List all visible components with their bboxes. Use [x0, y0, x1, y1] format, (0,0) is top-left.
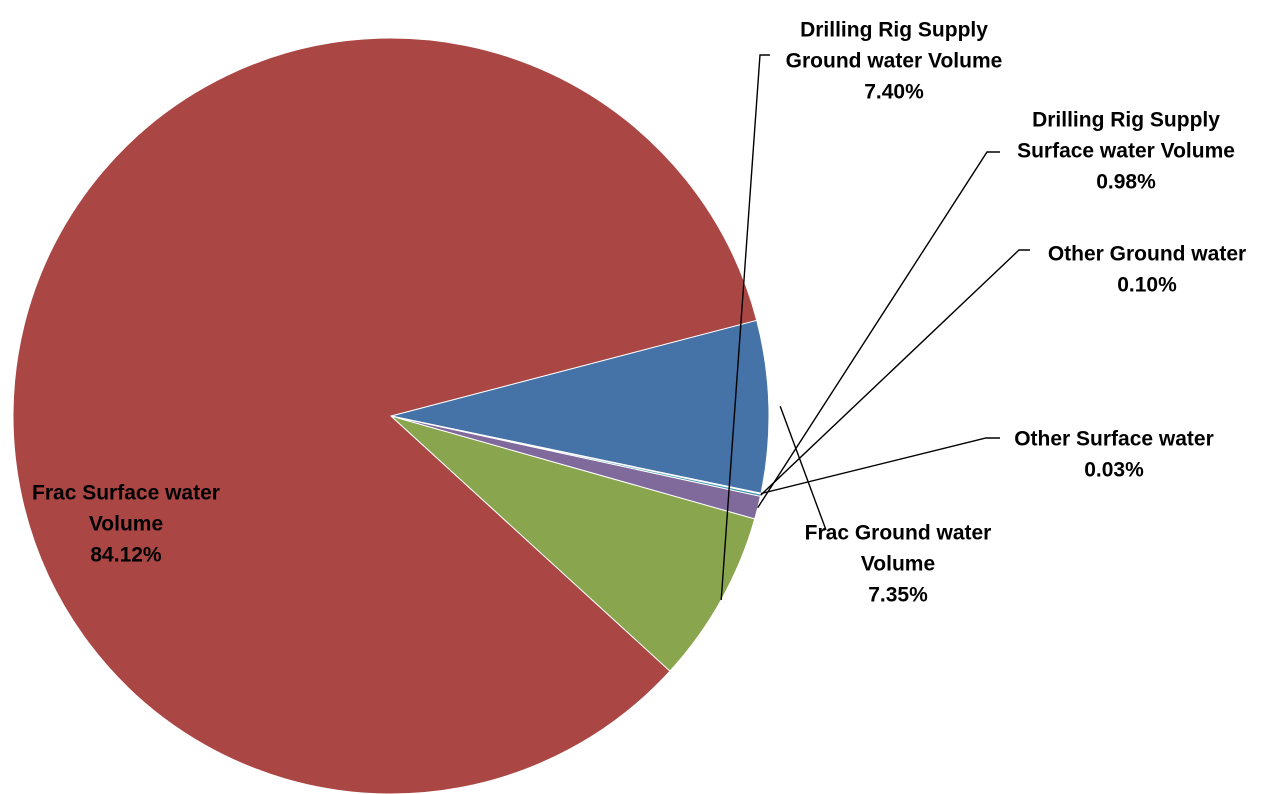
slice-value-label: 7.40%	[864, 80, 924, 103]
slice-category-label: Frac Ground water	[805, 521, 992, 544]
leader-line	[760, 249, 1030, 496]
slice-labels: Frac Ground water Volume 7.35% Frac Surface…	[32, 18, 1246, 606]
slice-category-label: Surface water Volume	[1017, 139, 1235, 162]
pie-slices	[12, 37, 770, 794]
pie-slice	[390, 415, 756, 672]
leader-line	[720, 54, 770, 600]
leader-line	[760, 437, 1000, 495]
slice-category-label: Drilling Rig Supply	[1032, 108, 1220, 131]
slice-value-label: 0.10%	[1117, 273, 1177, 296]
slice-category-label: Drilling Rig Supply	[800, 18, 988, 41]
slice-category-label: Frac Surface water	[32, 481, 220, 504]
leader-line	[779, 406, 827, 531]
slice-value-label: 84.12%	[90, 543, 162, 566]
slice-category-label: Other Ground water	[1048, 242, 1246, 265]
slice-value-label: 0.03%	[1084, 458, 1144, 481]
slice-category-label: Volume	[861, 552, 935, 575]
slice-category-label: Volume	[89, 512, 163, 535]
slice-value-label: 7.35%	[868, 583, 928, 606]
leader-line	[757, 151, 1000, 509]
slice-value-label: 0.98%	[1096, 170, 1156, 193]
slice-category-label: Other Surface water	[1014, 427, 1214, 450]
leader-lines	[720, 54, 1030, 600]
slice-category-label: Ground water Volume	[786, 49, 1003, 72]
pie-slice	[390, 319, 770, 494]
